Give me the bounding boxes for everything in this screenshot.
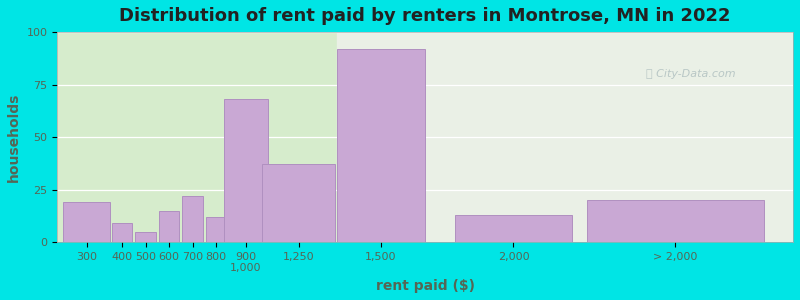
Bar [158,211,179,242]
Title: Distribution of rent paid by renters in Montrose, MN in 2022: Distribution of rent paid by renters in … [119,7,731,25]
Bar [337,32,793,242]
Bar [58,32,337,242]
Bar [112,223,132,242]
Bar [63,202,110,242]
Bar [223,99,268,242]
Bar [337,49,425,242]
Y-axis label: households: households [7,92,21,182]
X-axis label: rent paid ($): rent paid ($) [376,279,474,293]
Text: ⓘ City-Data.com: ⓘ City-Data.com [646,69,735,79]
Bar [262,164,335,242]
Bar [182,196,203,242]
Bar [135,232,156,242]
Bar [587,200,764,242]
Bar [454,215,572,242]
Bar [206,217,226,242]
